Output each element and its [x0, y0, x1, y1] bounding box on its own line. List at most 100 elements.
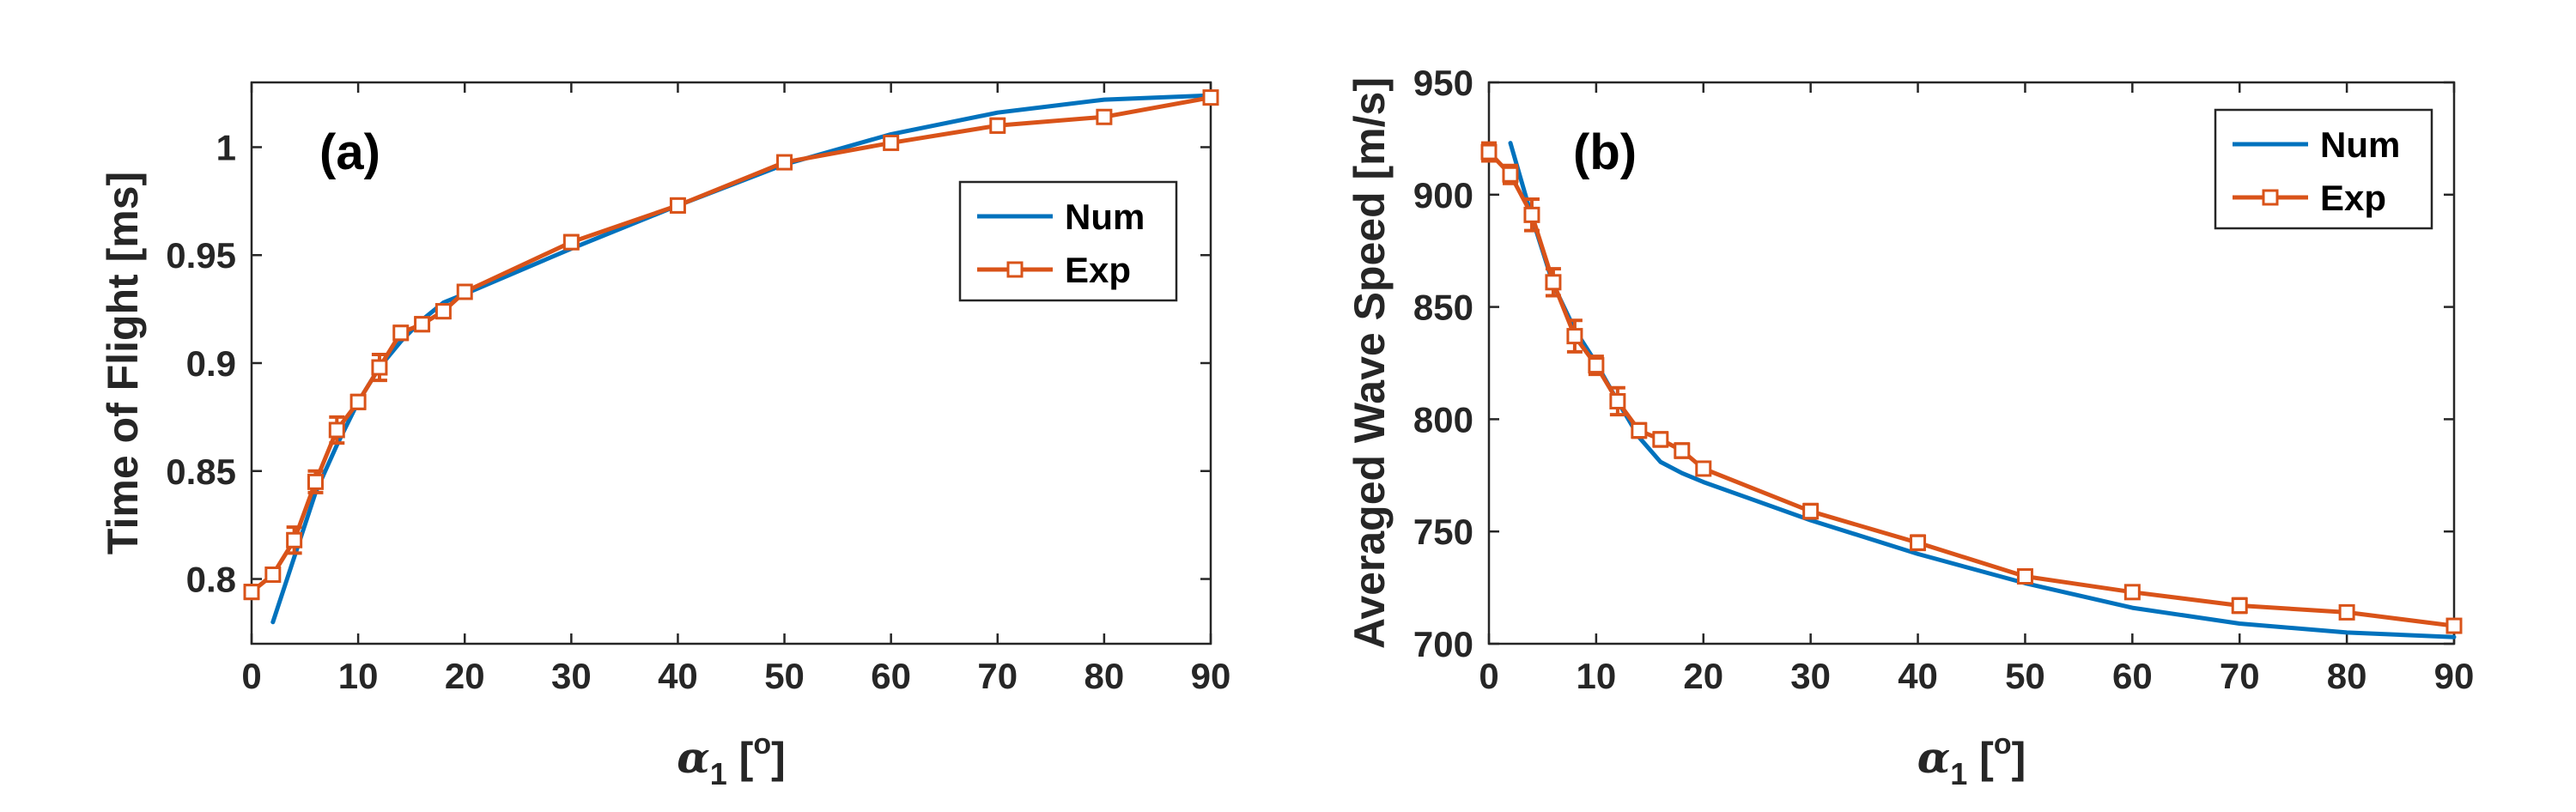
- chart-b-ytick-label: 950: [1413, 63, 1473, 103]
- chart-a-series-num-line: [270, 93, 1213, 625]
- chart-a-xlabel: α1 [o]: [677, 728, 786, 791]
- chart-a-xtick-label: 0: [241, 656, 261, 696]
- chart-b-series-exp-marker: [1523, 206, 1540, 223]
- chart-b-series-exp-marker: [1588, 357, 1605, 374]
- chart-a-ytick-label: 0.8: [186, 560, 236, 600]
- chart-b-series-exp-marker: [1652, 431, 1669, 448]
- chart-a-series-exp-marker: [989, 117, 1006, 134]
- chart-b-series-exp-marker: [1566, 328, 1583, 345]
- chart-b-series-exp-marker: [1545, 274, 1562, 291]
- chart-a-series-exp-marker: [562, 233, 580, 251]
- chart-b-series-exp-marker: [2231, 597, 2248, 615]
- chart-b-series-exp-marker: [1802, 503, 1820, 520]
- chart-b-legend-label-num: Num: [2320, 124, 2400, 165]
- chart-a-xtick-label: 20: [445, 656, 485, 696]
- chart-b-xtick-label: 80: [2327, 656, 2367, 696]
- chart-a-series-exp-marker: [434, 303, 452, 320]
- chart-b-series-exp-marker: [1502, 166, 1519, 183]
- chart-b-xtick-label: 70: [2220, 656, 2260, 696]
- chart-a-series-exp-marker: [456, 283, 473, 300]
- chart-b-legend-label-exp: Exp: [2320, 178, 2386, 218]
- chart-a-ytick-label: 0.95: [166, 235, 236, 276]
- chart-a-series-exp-marker: [264, 567, 282, 584]
- chart-a-xlabel-sup: o: [753, 728, 771, 760]
- chart-a-xlabel-sub: 1: [710, 756, 727, 791]
- chart-a-series-exp-marker: [669, 197, 686, 214]
- chart-a-xtick-label: 70: [977, 656, 1018, 696]
- chart-b-series-exp-marker: [1674, 442, 1691, 459]
- chart-a-ytick-label: 0.9: [186, 343, 236, 384]
- chart-b-xlabel-sub: 1: [1950, 756, 1967, 791]
- chart-b: 0 10 20 30 40 50 60 70 80 90 700 750 800 850 900 950 Ave…: [1346, 63, 2474, 791]
- chart-a-series-exp-marker: [392, 324, 410, 342]
- chart-b-series-exp-marker: [1609, 392, 1626, 409]
- chart-a-xtick-label: 80: [1084, 656, 1125, 696]
- chart-a-legend-label-exp: Exp: [1065, 250, 1131, 290]
- chart-b-series-exp-marker: [2445, 617, 2463, 634]
- chart-a-axes-frame: [250, 81, 1212, 645]
- chart-b-ytick-label: 900: [1413, 175, 1473, 215]
- chart-a-series-exp-line: [249, 95, 1213, 595]
- chart-a-legend-marker: [1006, 261, 1024, 278]
- chart-b-xtick-label: 10: [1577, 656, 1617, 696]
- chart-a-series-exp-marker: [414, 316, 431, 333]
- chart-b-ytick-label: 750: [1413, 512, 1473, 552]
- chart-a-series-exp-marker: [328, 421, 345, 439]
- chart-a-xtick-label: 90: [1191, 656, 1231, 696]
- chart-a-xtick-label: 40: [658, 656, 698, 696]
- chart-b-xtick-label: 40: [1898, 656, 1938, 696]
- chart-b-xtick-label: 0: [1479, 656, 1498, 696]
- chart-b-series-exp-line: [1486, 149, 2457, 628]
- chart-a-xlabel-close: ]: [771, 734, 786, 782]
- chart-b-xtick-label: 60: [2112, 656, 2153, 696]
- chart-a-series-exp-marker: [1096, 108, 1113, 125]
- chart-b-xlabel-open: [: [1967, 734, 1994, 782]
- chart-b-series-exp-marker: [2123, 584, 2141, 601]
- chart-b-ytick-label: 700: [1413, 624, 1473, 664]
- chart-a-xtick-label: 60: [871, 656, 911, 696]
- chart-a-series-exp-marker: [307, 473, 324, 490]
- chart-b-panel-label: (b): [1573, 124, 1637, 180]
- chart-b-xlabel-close: ]: [2012, 734, 2026, 782]
- chart-b-ytick-label: 850: [1413, 288, 1473, 328]
- chart-a-series-exp-marker: [349, 393, 367, 410]
- chart-a: 0 10 20 30 40 50 60 70 80 90 0.8 0.85 0.9 0.95 1 Time o…: [99, 81, 1231, 791]
- chart-b-axes-frame: [1487, 81, 2456, 645]
- chart-a-ylabel: Time of Flight [ms]: [99, 172, 147, 554]
- chart-b-series-exp-marker: [1480, 143, 1498, 161]
- chart-a-series-exp-marker: [371, 359, 388, 376]
- chart-a-ytick-label: 1: [216, 127, 236, 167]
- chart-b-ytick-label: 800: [1413, 399, 1473, 439]
- chart-a-xtick-label: 10: [338, 656, 379, 696]
- chart-b-xtick-label: 50: [2005, 656, 2045, 696]
- chart-b-legend-box: [2214, 108, 2433, 230]
- chart-a-legend: Num Exp: [958, 180, 1178, 302]
- chart-a-legend-label-num: Num: [1065, 197, 1145, 237]
- chart-a-ytick-label: 0.85: [166, 451, 236, 492]
- chart-a-series-num: [270, 93, 1213, 625]
- chart-b-xlabel: α1 [o]: [1917, 728, 2026, 791]
- chart-a-xlabel-symbol: α: [677, 732, 709, 783]
- chart-b-xtick-label: 30: [1790, 656, 1831, 696]
- chart-b-xlabel-symbol: α: [1917, 732, 1950, 783]
- chart-a-xtick-label: 30: [551, 656, 592, 696]
- chart-b-series-exp-marker: [1695, 460, 1712, 477]
- chart-a-series-exp-marker: [286, 531, 303, 548]
- chart-b-legend-marker: [2262, 189, 2279, 206]
- chart-b-series-exp-marker: [2338, 603, 2355, 621]
- chart-b-xlabel-sup: o: [1994, 728, 2012, 760]
- chart-a-series-exp: [243, 89, 1219, 601]
- chart-b-xtick-label: 90: [2434, 656, 2475, 696]
- chart-a-series-exp-marker: [243, 584, 260, 601]
- chart-b-series-exp-marker: [1631, 421, 1648, 439]
- chart-b-series-exp: [1480, 141, 2463, 634]
- chart-b-ylabel: Averaged Wave Speed [m/s]: [1346, 77, 1394, 649]
- chart-a-series-exp-marker: [883, 134, 900, 151]
- chart-a-legend-box: [958, 180, 1178, 302]
- chart-b-series-exp-marker: [1910, 534, 1927, 551]
- chart-b-series-exp-marker: [2016, 568, 2033, 585]
- chart-a-series-exp-marker: [1202, 89, 1219, 106]
- chart-a-xlabel-open: [: [727, 734, 754, 782]
- chart-a-series-exp-marker: [776, 154, 793, 171]
